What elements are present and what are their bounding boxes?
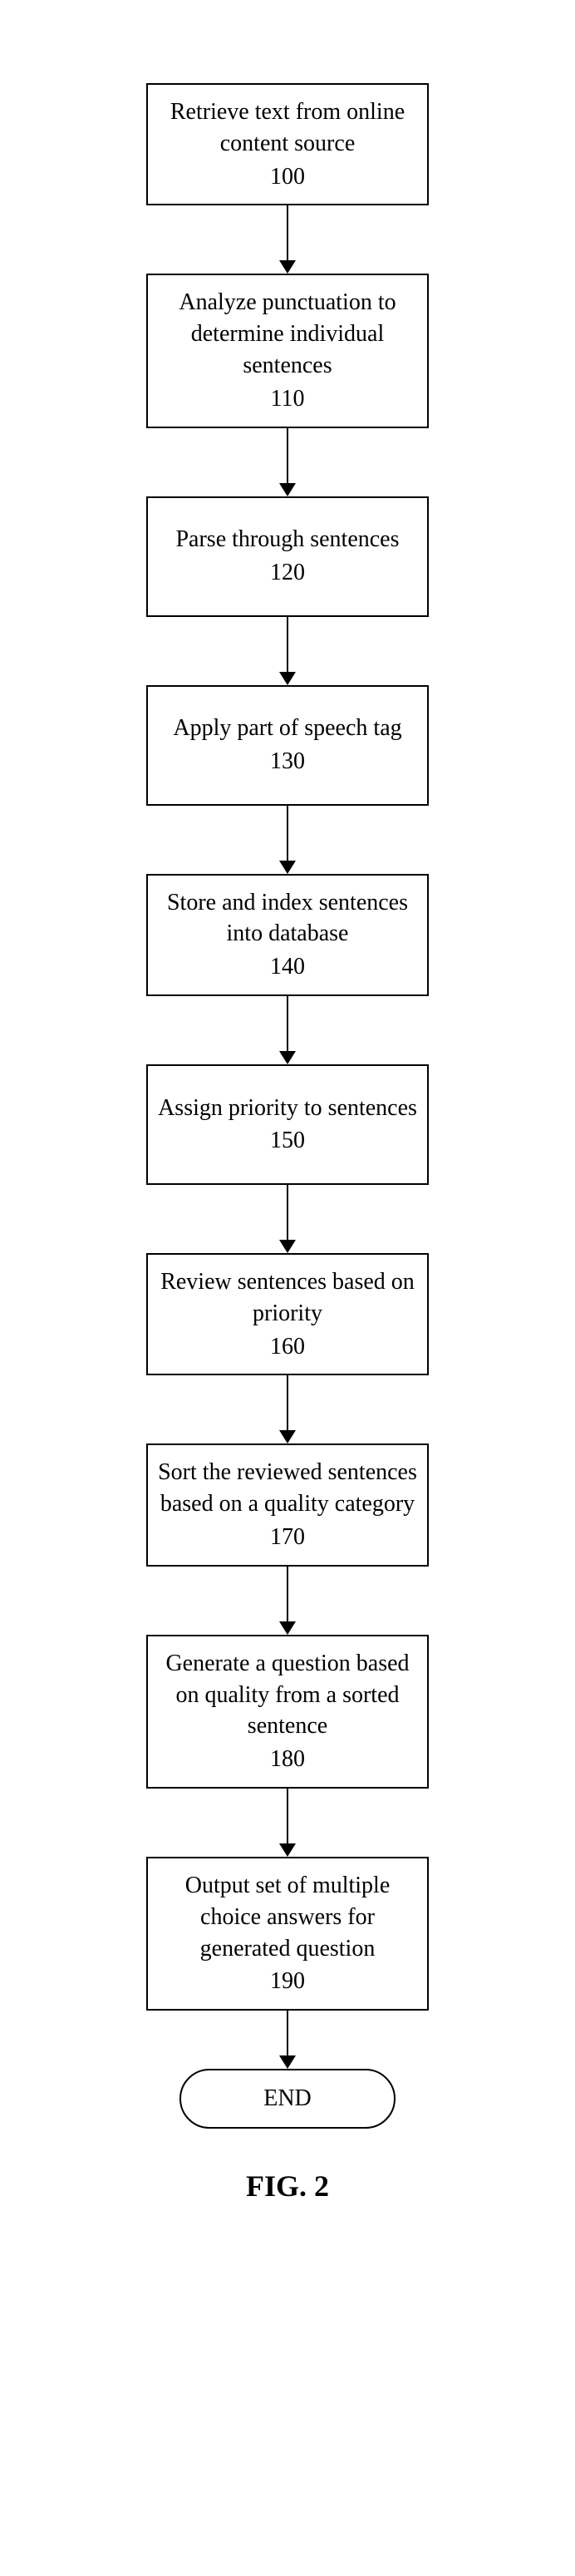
node-number: 140 <box>270 951 305 983</box>
process-node-170: Sort the reviewed sentences based on a q… <box>146 1443 429 1566</box>
node-number: 190 <box>270 1966 305 1997</box>
process-node-130: Apply part of speech tag 130 <box>146 685 429 806</box>
node-number: 180 <box>270 1744 305 1775</box>
arrow-down-icon <box>279 428 296 496</box>
arrow-down-icon <box>279 617 296 685</box>
arrow-down-icon <box>279 2011 296 2069</box>
node-number: 100 <box>270 161 305 193</box>
arrow-down-icon <box>279 996 296 1064</box>
node-text: Generate a question based on quality fro… <box>156 1648 419 1742</box>
arrow-down-icon <box>279 1789 296 1857</box>
process-node-160: Review sentences based on priority 160 <box>146 1253 429 1375</box>
node-text: Output set of multiple choice answers fo… <box>156 1870 419 1964</box>
node-number: 150 <box>270 1125 305 1157</box>
node-text: Assign priority to sentences <box>158 1093 417 1124</box>
process-node-180: Generate a question based on quality fro… <box>146 1635 429 1789</box>
node-text: Store and index sentences into database <box>156 887 419 950</box>
node-text: Retrieve text from online content source <box>156 96 419 160</box>
arrow-down-icon <box>279 1567 296 1635</box>
node-text: END <box>263 2083 312 2115</box>
node-text: Analyze punctuation to determine individ… <box>156 287 419 381</box>
arrow-down-icon <box>279 1375 296 1443</box>
node-text: Apply part of speech tag <box>173 713 401 744</box>
arrow-down-icon <box>279 205 296 274</box>
process-node-190: Output set of multiple choice answers fo… <box>146 1857 429 2011</box>
node-number: 130 <box>270 746 305 777</box>
node-number: 160 <box>270 1331 305 1363</box>
terminator-end: END <box>179 2069 396 2129</box>
node-text: Sort the reviewed sentences based on a q… <box>156 1457 419 1520</box>
node-number: 110 <box>271 383 305 415</box>
process-node-100: Retrieve text from online content source… <box>146 83 429 205</box>
process-node-110: Analyze punctuation to determine individ… <box>146 274 429 427</box>
process-node-120: Parse through sentences 120 <box>146 496 429 617</box>
figure-label: FIG. 2 <box>246 2169 329 2203</box>
flowchart-container: Retrieve text from online content source… <box>0 0 575 2203</box>
process-node-140: Store and index sentences into database … <box>146 874 429 996</box>
arrow-down-icon <box>279 1185 296 1253</box>
process-node-150: Assign priority to sentences 150 <box>146 1064 429 1185</box>
node-number: 170 <box>270 1522 305 1553</box>
node-text: Parse through sentences <box>175 524 399 555</box>
node-number: 120 <box>270 557 305 589</box>
arrow-down-icon <box>279 806 296 874</box>
node-text: Review sentences based on priority <box>156 1266 419 1330</box>
